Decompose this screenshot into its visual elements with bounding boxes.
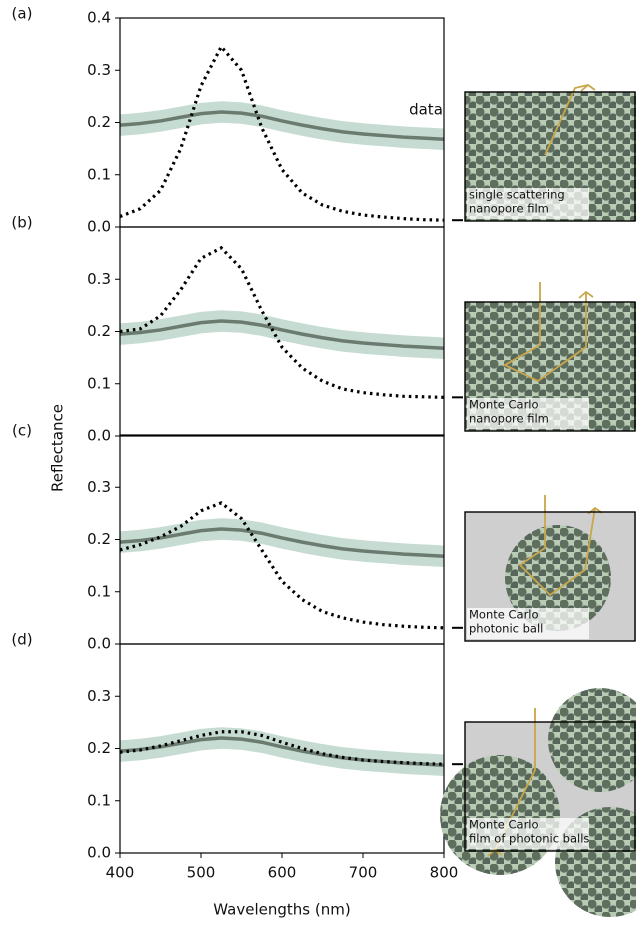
x-tick-label: 800 (430, 864, 459, 882)
arrow-head (580, 83, 596, 92)
caption-bg (467, 188, 589, 219)
light-path (503, 282, 587, 383)
y-tick-label: 0.0 (87, 218, 111, 236)
inset-caption: Monte Carlo (469, 818, 539, 832)
panel-label: (b) (11, 214, 32, 232)
model-line (119, 501, 445, 630)
inset-caption: Monte Carlo (469, 608, 539, 622)
y-tick-label: 0.0 (87, 427, 111, 445)
inset-caption: Monte Carlo (469, 398, 539, 412)
plot-frame (119, 226, 445, 437)
y-tick-label: 0.1 (87, 165, 111, 183)
data-line (119, 319, 445, 350)
caption-bg (467, 608, 589, 639)
data-line (119, 736, 445, 767)
x-tick-label: 400 (106, 864, 135, 882)
inset-frame (464, 301, 636, 432)
panel-label: (d) (11, 631, 32, 649)
y-tick-label: 0.3 (87, 478, 111, 496)
y-tick-label: 0.2 (87, 530, 111, 548)
y-tick-label: 0.2 (87, 739, 111, 757)
y-tick-label: 0.1 (87, 791, 111, 809)
data-line (119, 110, 445, 141)
light-path (518, 495, 596, 597)
y-tick-label: 0.2 (87, 322, 111, 340)
caption-bg (467, 818, 589, 849)
inset-caption: photonic ball (469, 622, 543, 636)
inset-caption: nanopore film (469, 412, 549, 426)
x-axis-label: Wavelengths (nm) (213, 901, 350, 919)
y-axis-label: Reflectance (49, 404, 67, 492)
inset-frame (464, 91, 636, 222)
y-tick-label: 0.3 (87, 61, 111, 79)
photonic-ball (440, 755, 560, 875)
photonic-ball (505, 525, 611, 631)
y-tick-label: 0.2 (87, 113, 111, 131)
light-path (544, 84, 589, 156)
y-tick-label: 0.1 (87, 374, 111, 392)
caption-bg (467, 398, 589, 429)
panel-label: (c) (12, 422, 32, 440)
y-tick-label: 0.0 (87, 635, 111, 653)
inset-caption: film of photonic balls (469, 832, 589, 846)
x-tick-label: 600 (268, 864, 297, 882)
model-line (119, 245, 445, 399)
model-line (119, 43, 445, 222)
y-tick-label: 0.1 (87, 582, 111, 600)
inset-frame (464, 721, 636, 852)
inset-frame (464, 511, 636, 642)
x-tick-label: 500 (187, 864, 216, 882)
inset-caption: single scattering (469, 188, 565, 202)
inset-caption: nanopore film (469, 202, 549, 216)
data-annotation: data (409, 101, 443, 119)
y-tick-label: 0.3 (87, 270, 111, 288)
x-tick-label: 700 (349, 864, 378, 882)
arrow-head (578, 290, 594, 299)
plot-frame (119, 643, 445, 854)
y-tick-label: 0.0 (87, 844, 111, 862)
photonic-ball (548, 688, 636, 792)
y-tick-label: 0.4 (87, 9, 111, 27)
y-tick-label: 0.3 (87, 687, 111, 705)
data-line (119, 527, 445, 558)
panel-label: (a) (12, 5, 33, 23)
arrow-head (487, 848, 503, 857)
